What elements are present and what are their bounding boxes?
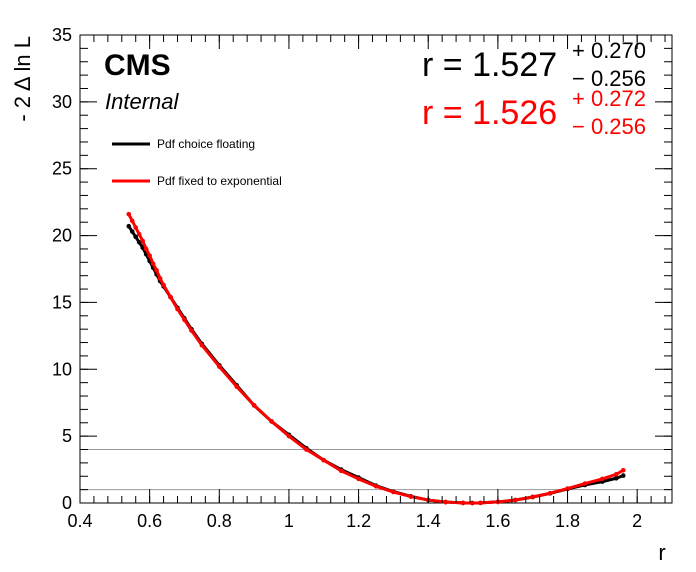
x-tick-label: 1.2 — [346, 511, 371, 531]
x-tick-label: 2 — [632, 511, 642, 531]
legend-label-exponential: Pdf fixed to exponential — [157, 174, 282, 188]
data-point — [216, 364, 222, 369]
data-point — [304, 447, 309, 452]
data-point — [391, 489, 396, 495]
x-tick-label: 1.6 — [485, 511, 510, 531]
data-point — [126, 211, 132, 217]
x-tick-label: 1.4 — [416, 511, 441, 531]
status-label: Internal — [105, 89, 179, 114]
data-point — [133, 225, 139, 230]
result-exponential-err-up: + 0.272 — [572, 86, 646, 111]
data-point — [150, 261, 156, 266]
data-point — [565, 486, 570, 491]
result-exponential-value: r = 1.526 — [422, 94, 557, 132]
data-point — [189, 328, 194, 333]
series-1 — [126, 211, 626, 506]
data-point — [321, 457, 327, 463]
y-tick-label: 30 — [52, 92, 72, 112]
data-point — [613, 471, 619, 477]
experiment-label: CMS — [104, 49, 171, 82]
result-floating-value: r = 1.527 — [422, 46, 557, 84]
data-point — [547, 490, 553, 496]
data-point — [140, 238, 145, 244]
data-point — [620, 473, 626, 478]
data-point — [530, 494, 536, 500]
data-point — [143, 246, 149, 252]
result-floating-err-up: + 0.270 — [572, 38, 646, 63]
data-point — [356, 476, 361, 482]
data-point — [469, 500, 475, 506]
data-point — [251, 403, 257, 408]
x-tick-label: 0.6 — [137, 511, 162, 531]
series-0 — [126, 223, 626, 506]
data-point — [373, 483, 379, 489]
y-tick-label: 0 — [62, 493, 72, 513]
legend: Pdf choice floating Pdf fixed to exponen… — [112, 137, 282, 188]
data-point — [175, 306, 180, 312]
result-floating-err-down: − 0.256 — [572, 66, 646, 91]
data-point — [136, 231, 142, 237]
data-point — [512, 497, 518, 503]
data-point — [408, 494, 414, 499]
plot-frame — [79, 34, 673, 504]
data-point — [582, 481, 588, 486]
data-point — [129, 229, 135, 234]
series-line-1 — [127, 212, 625, 505]
x-tick-label: 0.8 — [207, 511, 232, 531]
data-point — [161, 282, 166, 288]
x-tick-label: 0.4 — [67, 511, 92, 531]
y-tick-label: 25 — [52, 159, 72, 179]
y-tick-label: 5 — [62, 426, 72, 446]
data-point — [269, 419, 274, 424]
data-point — [338, 468, 344, 474]
x-tick-label: 1.8 — [555, 511, 580, 531]
y-tick-label: 35 — [52, 25, 72, 45]
data-point — [478, 500, 483, 506]
x-axis-label: r — [658, 540, 665, 565]
data-point — [620, 467, 626, 473]
data-point — [182, 317, 187, 323]
y-tick-label: 20 — [52, 226, 72, 246]
result-floating: r = 1.527 + 0.270 − 0.256 — [422, 38, 646, 91]
x-tick-label: 1 — [284, 511, 294, 531]
y-tick-label: 10 — [52, 359, 72, 379]
data-point — [613, 475, 619, 481]
data-point — [234, 384, 240, 389]
data-point — [126, 223, 132, 229]
result-exponential-err-down: − 0.256 — [572, 114, 646, 139]
y-tick-label: 15 — [52, 292, 72, 312]
data-point — [286, 433, 292, 439]
data-point — [147, 253, 152, 258]
data-point — [600, 476, 605, 482]
data-point — [136, 239, 142, 245]
result-exponential: r = 1.526 + 0.272 − 0.256 — [422, 86, 646, 139]
data-point — [154, 268, 159, 273]
legend-label-floating: Pdf choice floating — [157, 137, 255, 151]
data-point — [133, 234, 139, 240]
series-line-0 — [127, 224, 625, 505]
data-point — [157, 276, 163, 281]
data-point — [460, 500, 466, 506]
data-point — [168, 294, 173, 300]
y-axis-label: - 2 Δ ln L — [10, 36, 35, 122]
data-point — [199, 342, 205, 348]
data-point — [129, 218, 135, 224]
data-point — [443, 499, 448, 505]
